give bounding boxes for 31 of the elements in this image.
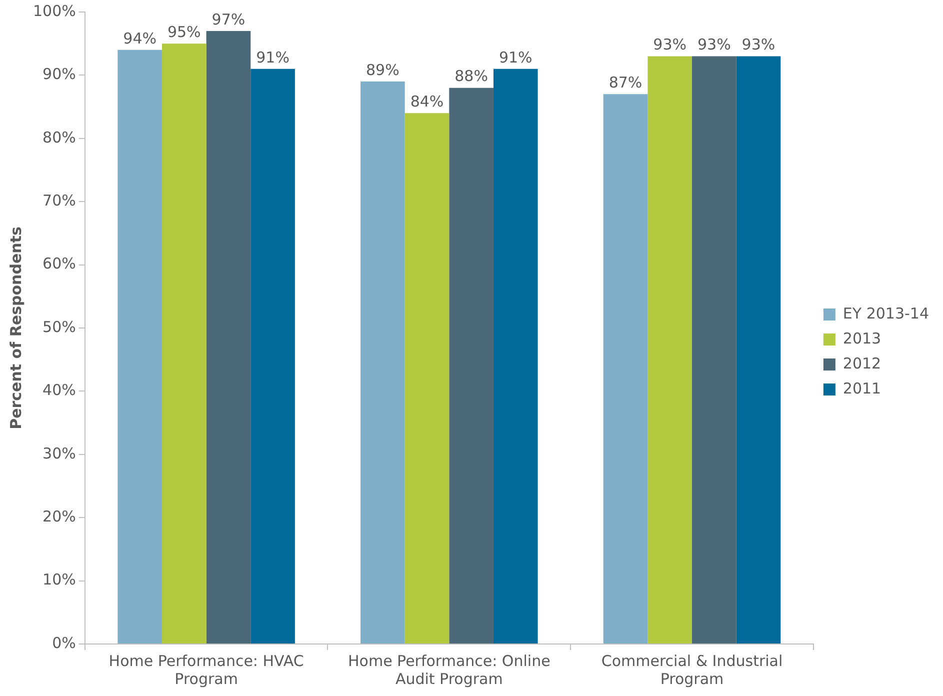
legend-label: 2011 xyxy=(842,379,882,398)
data-label: 89% xyxy=(366,60,400,79)
y-tick-label: 100% xyxy=(32,2,76,20)
y-tick-label: 0% xyxy=(52,634,76,652)
data-label: 95% xyxy=(167,22,201,41)
y-tick-label: 50% xyxy=(42,318,76,336)
data-label: 94% xyxy=(123,29,156,48)
x-tick-label: Home Performance: HVAC Program xyxy=(108,652,304,688)
y-tick-label: 20% xyxy=(42,507,76,526)
y-tick-label: 80% xyxy=(42,128,76,146)
data-label: 93% xyxy=(742,36,776,54)
data-label: 91% xyxy=(256,48,290,66)
legend-label: 2013 xyxy=(842,329,882,348)
legend-label: 2012 xyxy=(842,354,882,372)
y-tick-label: 60% xyxy=(42,254,76,273)
y-tick-label: 90% xyxy=(42,65,76,84)
data-label: 97% xyxy=(212,10,246,28)
legend-label: EY 2013-14 xyxy=(842,304,930,322)
data-label: 93% xyxy=(653,36,687,54)
y-tick-label: 30% xyxy=(42,444,76,462)
y-tick-label: 10% xyxy=(42,570,76,589)
data-label: 87% xyxy=(608,74,642,92)
y-tick-label: 70% xyxy=(42,191,76,210)
data-label: 93% xyxy=(697,36,731,54)
data-label: 91% xyxy=(498,48,532,66)
x-tick-label: Home Performance: Online Audit Program xyxy=(348,652,550,688)
x-tick-label: Commercial & Industrial Program xyxy=(601,652,783,688)
data-label: 84% xyxy=(410,92,444,111)
y-axis-title: Percent of Respondents xyxy=(6,226,25,430)
y-tick-label: 40% xyxy=(42,381,76,400)
data-label: 88% xyxy=(454,67,488,86)
